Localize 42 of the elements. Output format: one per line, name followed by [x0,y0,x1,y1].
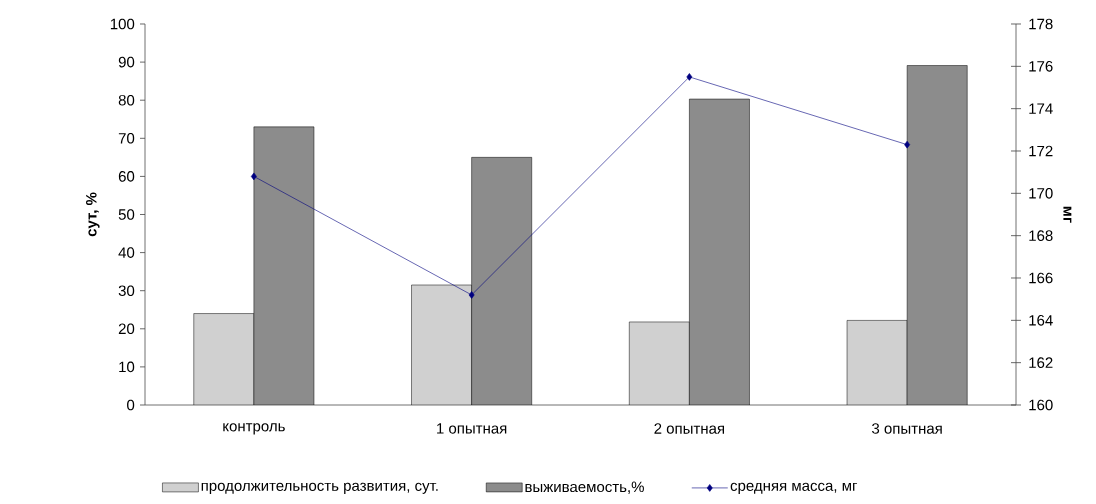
y-tick-label: 40 [118,247,135,258]
y2-tick-label: 164 [1029,315,1053,326]
point [686,73,693,81]
y2-tick-label: 166 [1029,272,1053,284]
y-tick-label: 20 [118,323,135,335]
x-tick-label: 1 опытная [437,423,507,434]
y2-tick-label: 168 [1029,230,1053,241]
y2-axis-title: мг [1063,206,1072,223]
y2-tick-label: 162 [1029,357,1053,368]
bar [906,65,968,405]
y-tick-label: 0 [127,399,135,411]
point [468,291,475,299]
y-tick-label: 80 [118,94,135,106]
bar [689,98,750,405]
bar [253,126,315,405]
bar [471,157,532,405]
y-tick-label: 70 [118,132,135,144]
y2-tick-label: 160 [1029,399,1053,411]
legend-label: продолжительность развития, сут. [201,482,438,494]
y-tick-label: 100 [110,18,135,30]
y-tick-label: 90 [118,56,135,68]
bar [846,320,908,405]
legend-label: средняя масса, мг [730,482,858,494]
y-tick-label: 30 [118,285,135,296]
point [904,140,911,149]
bar [411,284,472,405]
y2-tick-label: 176 [1029,61,1053,72]
x-tick-label: 2 опытная [654,423,725,434]
y-tick-label: 60 [118,171,135,182]
legend-label: выживаемость,% [525,481,644,494]
y2-tick-label: 178 [1029,18,1053,30]
x-tick-label: 3 опытная [872,423,942,434]
y-tick-label: 10 [119,361,135,373]
bar [629,321,690,405]
y-tick-label: 50 [118,209,135,220]
y2-tick-label: 172 [1029,145,1053,157]
point [250,172,257,181]
x-tick-label: контроль [223,423,285,435]
bar [193,313,255,405]
y-axis-title: сут, % [86,192,100,237]
y2-tick-label: 174 [1029,103,1053,114]
y2-tick-label: 170 [1029,188,1053,199]
